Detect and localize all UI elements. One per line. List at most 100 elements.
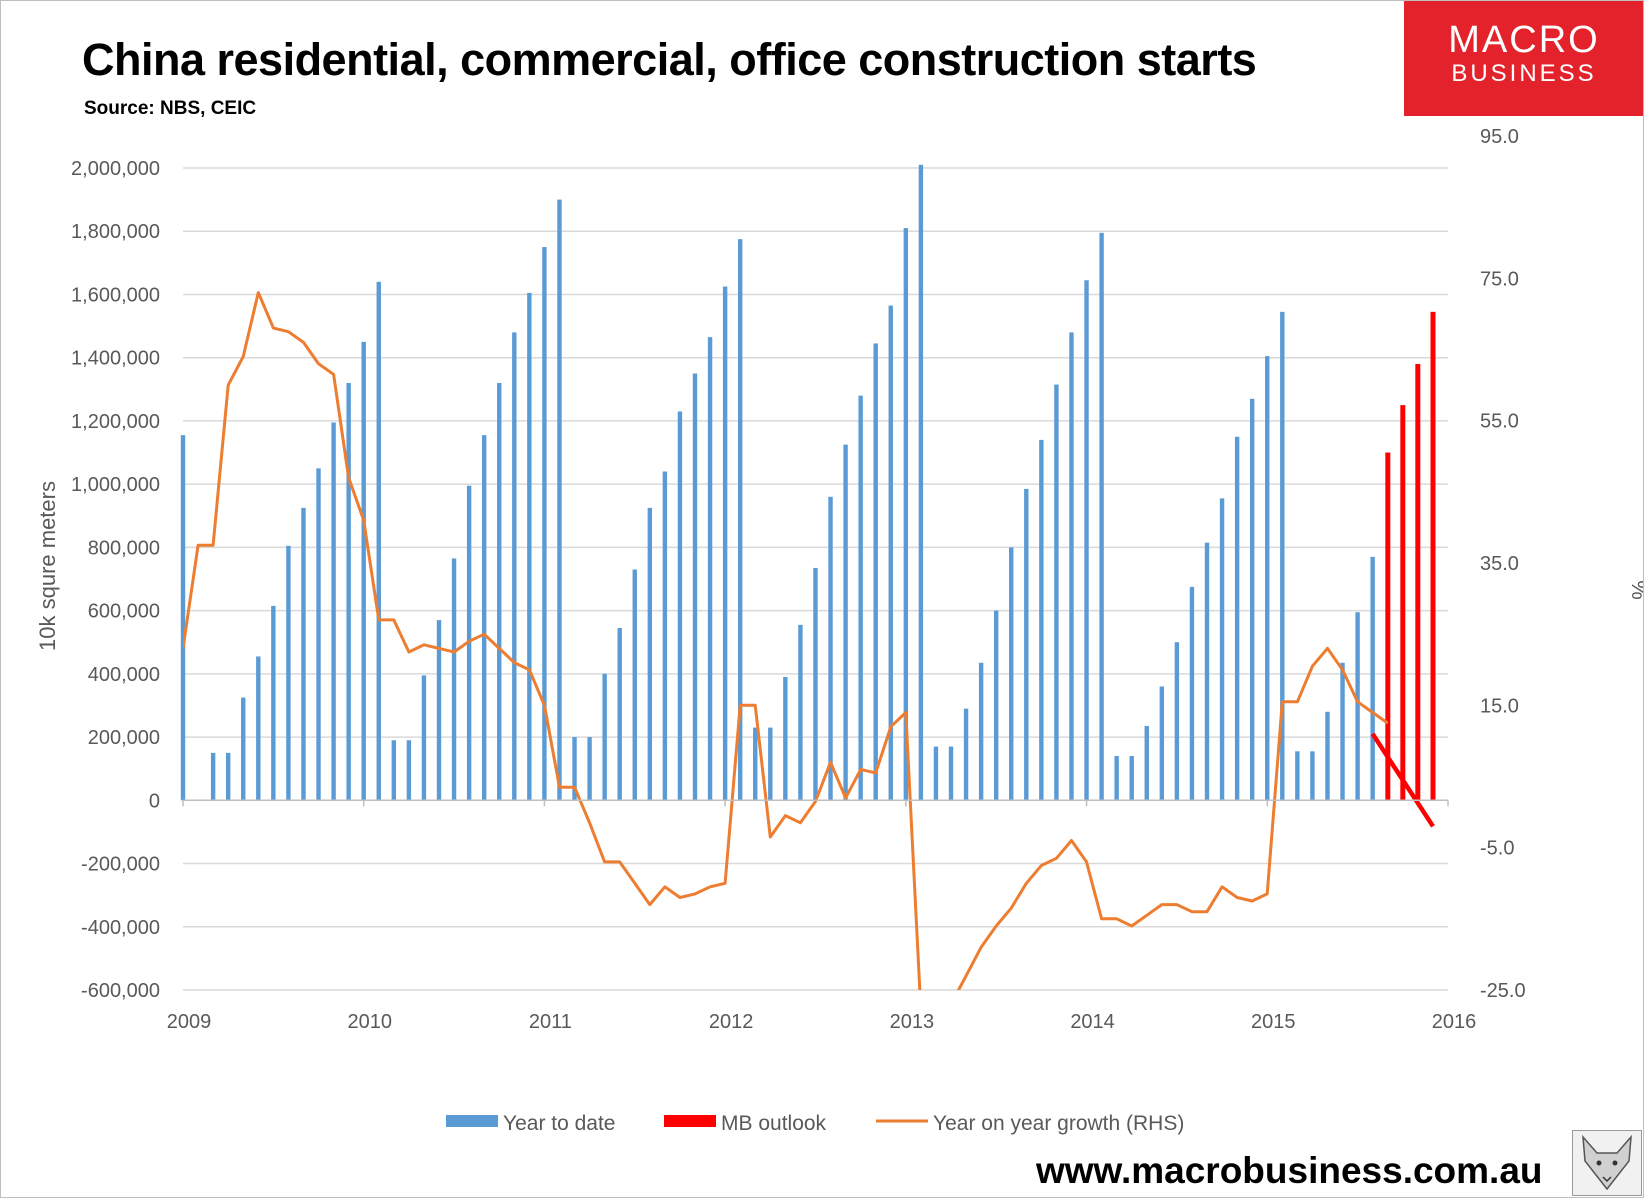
yoy-outlook-line (1370, 732, 1435, 828)
ytd-bar (1174, 642, 1180, 801)
ytd-bar (346, 382, 351, 801)
ytd-bar (888, 305, 893, 801)
ytd-bar (376, 281, 381, 801)
ytd-bar (481, 435, 487, 801)
ytd-bar (527, 292, 532, 801)
ytd-bar (753, 727, 758, 801)
ytd-bar (828, 496, 833, 801)
ytd-bar (1295, 751, 1300, 801)
ytd-bar (1249, 398, 1255, 801)
x-tick-label: 2011 (529, 1011, 572, 1033)
ytd-bar (301, 507, 306, 801)
y2-tick-label: -25.0 (1480, 980, 1526, 1002)
ytd-bar (1310, 751, 1315, 801)
y-tick-label: 800,000 (88, 537, 160, 559)
y2-tick-label: 95.0 (1480, 126, 1519, 148)
ytd-bar (1280, 311, 1285, 801)
ytd-bar (722, 286, 728, 801)
legend: Year to date MB outlook Year on year gro… (446, 1112, 1184, 1135)
x-tick-label: 2015 (1251, 1011, 1296, 1033)
ytd-bar (963, 708, 969, 801)
y2-tick-label: 15.0 (1480, 695, 1519, 717)
ytd-bar (873, 343, 878, 801)
ytd-bar (768, 727, 773, 801)
chart-source: Source: NBS, CEIC (84, 98, 257, 119)
website-url: www.macrobusiness.com.au (1036, 1150, 1543, 1191)
y2-tick-label: 35.0 (1480, 553, 1519, 575)
y-tick-label: 1,800,000 (71, 221, 160, 243)
outlook-bar (1415, 364, 1421, 801)
y-tick-label: 600,000 (88, 601, 160, 623)
ytd-bar (632, 569, 637, 801)
ytd-bar (602, 673, 607, 801)
ytd-bar (210, 752, 216, 801)
ytd-bar (978, 662, 984, 801)
ytd-bar (572, 737, 577, 801)
ytd-bar (1039, 439, 1044, 801)
ytd-bar (692, 373, 698, 801)
ytd-bar (783, 677, 788, 801)
ytd-bar (286, 545, 291, 801)
ytd-bar (948, 746, 954, 801)
ytd-bar (1069, 332, 1074, 801)
ytd-bar (1234, 436, 1240, 801)
y-tick-label: 1,200,000 (71, 411, 160, 433)
y-tick-label: 1,000,000 (71, 474, 160, 496)
ytd-bar (843, 444, 848, 801)
y-tick-label: -600,000 (81, 980, 160, 1002)
legend-label-ytd: Year to date (503, 1112, 616, 1135)
ytd-bar (316, 468, 321, 801)
yoy-line-group (183, 291, 1435, 990)
ytd-bar (436, 620, 442, 801)
legend-swatch-outlook (664, 1115, 716, 1127)
x-tick-label: 2016 (1432, 1011, 1477, 1033)
ytd-bar (1219, 498, 1225, 801)
ytd-bar (858, 395, 863, 801)
ytd-bar (933, 746, 939, 801)
ytd-bar (587, 737, 592, 801)
ytd-bar (798, 624, 803, 801)
x-tick-label: 2012 (709, 1011, 754, 1033)
y-tick-label: -400,000 (81, 917, 160, 939)
y-tick-label: 2,000,000 (71, 158, 160, 180)
yoy-line (183, 291, 1389, 990)
x-tick-label: 2014 (1070, 1011, 1115, 1033)
ytd-bar (1325, 711, 1330, 801)
y-tick-label: -200,000 (81, 854, 160, 876)
ytd-bar (918, 164, 924, 801)
macrobusiness-logo: MACRO BUSINESS (1404, 0, 1644, 116)
ytd-bar (1054, 384, 1059, 801)
ytd-bar (1129, 756, 1134, 801)
y-tick-label: 200,000 (88, 727, 160, 749)
ytd-bar (1084, 280, 1089, 801)
ytd-bar (1024, 488, 1029, 801)
ytd-bar (361, 341, 366, 801)
ytd-bar (677, 411, 683, 801)
ytd-bar (1099, 232, 1104, 801)
ytd-bar (542, 247, 547, 801)
ytd-bar (903, 228, 909, 801)
ytd-bar (331, 422, 336, 801)
ytd-bar (391, 740, 397, 801)
ytd-bar (1009, 547, 1014, 801)
ytd-bar (241, 697, 246, 801)
chart-title: China residential, commercial, office co… (82, 34, 1257, 85)
axes: 2,000,000 1,800,000 1,600,000 1,400,000 1,20… (71, 126, 1526, 1033)
ytd-bar (1265, 356, 1270, 801)
outlook-bar (1430, 311, 1436, 801)
fox-logo-icon (1572, 1130, 1642, 1196)
ytd-bar (993, 610, 999, 801)
ytd-bar (1189, 586, 1195, 801)
logo-line-2: BUSINESS (1451, 60, 1597, 87)
ytd-bar (707, 337, 713, 801)
y2-tick-label: 55.0 (1480, 411, 1519, 433)
y-tick-label: 1,600,000 (71, 284, 160, 306)
ytd-bar (647, 507, 653, 801)
ytd-bar (1144, 726, 1149, 801)
ytd-bar (1355, 612, 1360, 801)
legend-label-yoy: Year on year growth (RHS) (933, 1112, 1184, 1135)
ytd-bar (451, 558, 457, 801)
ytd-bar (1340, 662, 1345, 801)
y-axis-title: 10k squre meters (35, 481, 60, 651)
